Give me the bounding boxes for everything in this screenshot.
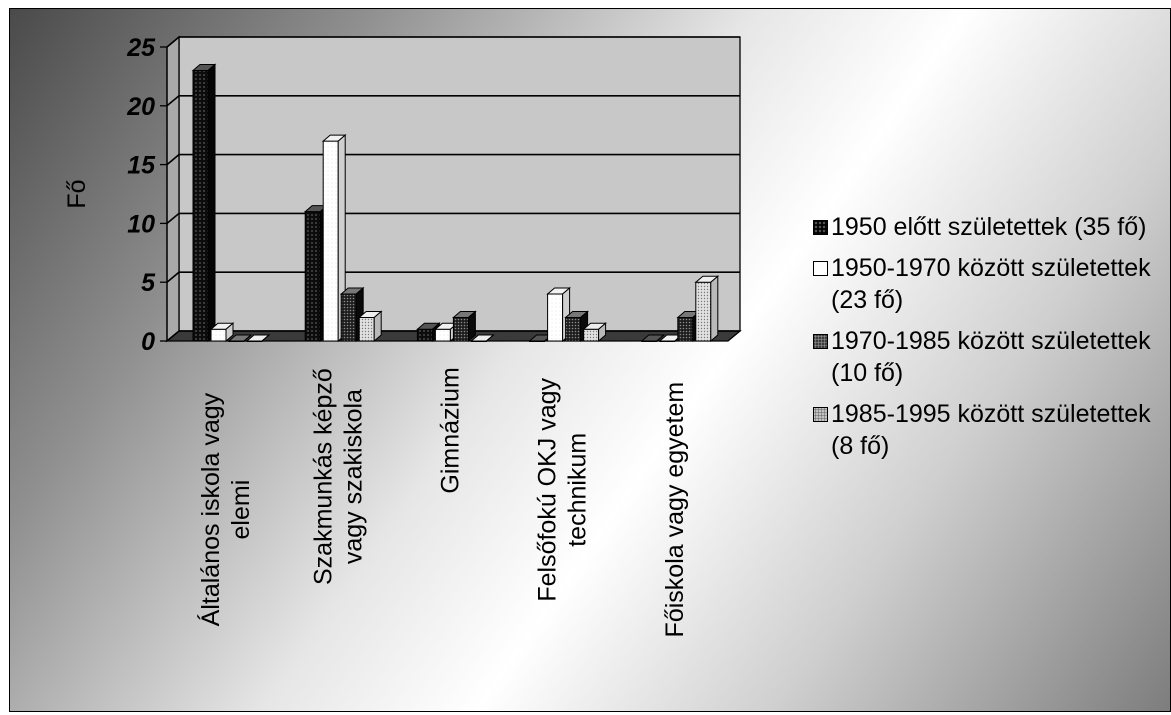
legend-swatch-1 <box>813 261 828 276</box>
y-tick-label-5: 25 <box>126 34 156 62</box>
legend-label-3: 1985-1995 között születettek (8 fő) <box>831 400 1151 460</box>
chart-frame: 0 5 10 15 20 25 Fő Általános iskola vagyelemi Sz… <box>9 8 1171 712</box>
legend-label-0: 1950 előtt születettek (35 fő) <box>831 213 1147 241</box>
bar-s2-c2 <box>452 310 477 343</box>
bar-chart: 0 5 10 15 20 25 Fő Általános iskola vagyelemi Sz… <box>63 34 742 638</box>
x-category-label-0: Általános iskola vagyelemi <box>196 392 255 626</box>
plot-side-wall <box>166 35 180 343</box>
gridline-2 <box>166 212 740 225</box>
legend-item-series-2: 1970-1985 között születettek (10 fő) <box>813 325 1171 389</box>
bar-s2-c1 <box>339 286 365 343</box>
legend-item-series-0: 1950 előtt születettek (35 fő) <box>813 211 1171 243</box>
legend: 1950 előtt születettek (35 fő) 1950-1970… <box>813 211 1171 471</box>
bar-s1-c0 <box>209 322 235 343</box>
y-tick-label-4: 20 <box>126 93 155 121</box>
bar-s3-c4 <box>694 275 720 343</box>
bar-s3-c3 <box>582 322 607 343</box>
x-category-label-4: Főiskola vagy egyetem <box>661 382 689 638</box>
gridline-4 <box>166 95 740 107</box>
legend-label-1: 1950-1970 között születettek (23 fő) <box>831 254 1151 314</box>
y-tick-label-1: 5 <box>141 269 156 297</box>
plot-back-wall <box>178 36 741 332</box>
legend-item-series-1: 1950-1970 között születettek (23 fő) <box>813 252 1171 316</box>
bar-s2-c3 <box>564 310 589 343</box>
x-category-label-2: Gimnázium <box>437 367 465 493</box>
bar-s0-c4 <box>640 334 666 342</box>
bar-s3-c0 <box>245 334 271 342</box>
y-tick-label-3: 15 <box>127 152 156 180</box>
legend-item-series-3: 1985-1995 között születettek (8 fő) <box>813 398 1171 462</box>
x-category-label-3: Felsőfokú OKJ vagytechnikum <box>534 377 592 601</box>
legend-swatch-0 <box>813 220 828 235</box>
gridline-3 <box>166 153 740 166</box>
bar-s3-c1 <box>357 310 383 343</box>
gridline-1 <box>166 271 740 283</box>
bar-s2-c0 <box>227 334 253 342</box>
x-category-label-1: Szakmunkás képzővagy szakiskola <box>309 368 367 585</box>
legend-swatch-3 <box>813 407 828 422</box>
bar-s3-c2 <box>470 334 495 342</box>
legend-label-2: 1970-1985 között születettek (10 fő) <box>831 327 1151 387</box>
legend-swatch-2 <box>813 334 828 349</box>
bar-s1-c1 <box>321 133 347 343</box>
y-tick-label-2: 10 <box>127 210 155 238</box>
y-axis-label: Fő <box>63 179 91 208</box>
bar-s0-c0 <box>191 63 217 343</box>
y-tick-label-0: 0 <box>141 328 155 356</box>
gridline-5 <box>166 36 740 48</box>
